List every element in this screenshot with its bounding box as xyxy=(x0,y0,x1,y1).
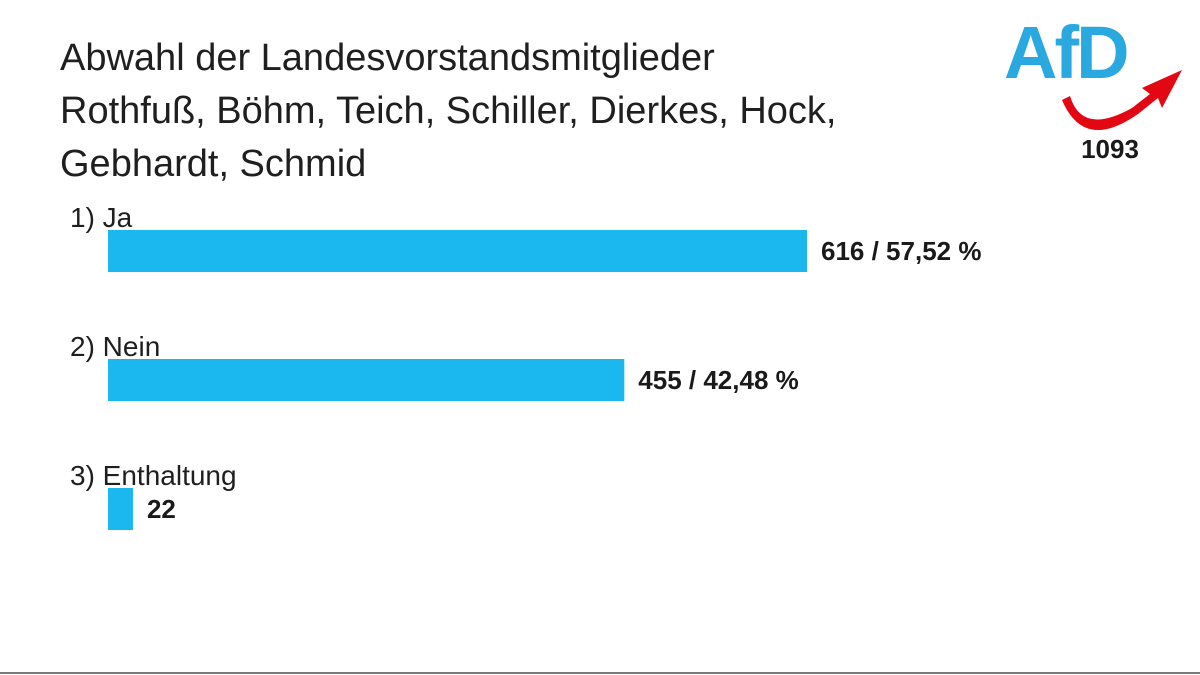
category-label: 2) Nein xyxy=(70,331,160,362)
value-label: 455 / 42,48 % xyxy=(638,365,798,395)
bar xyxy=(108,488,133,530)
afd-logo-swoosh-icon xyxy=(1062,70,1182,131)
category-label: 3) Enthaltung xyxy=(70,460,237,491)
bar xyxy=(108,230,807,272)
bar xyxy=(108,359,625,401)
value-label: 616 / 57,52 % xyxy=(821,236,981,266)
chart-title-line-1: Abwahl der Landesvorstandsmitglieder xyxy=(60,37,715,79)
bottom-divider xyxy=(0,672,1200,674)
afd-logo-text: AfD xyxy=(1004,12,1127,94)
afd-logo: AfD xyxy=(1004,12,1182,131)
total-votes: 1093 xyxy=(1081,134,1139,164)
chart-title-line-2: Rothfuß, Böhm, Teich, Schiller, Dierkes,… xyxy=(60,90,837,132)
chart-title-line-3: Gebhardt, Schmid xyxy=(60,143,367,185)
chart-title: Abwahl der Landesvorstandsmitglieder Rot… xyxy=(60,32,990,191)
category-label: 1) Ja xyxy=(70,202,133,233)
value-label: 22 xyxy=(147,494,176,524)
